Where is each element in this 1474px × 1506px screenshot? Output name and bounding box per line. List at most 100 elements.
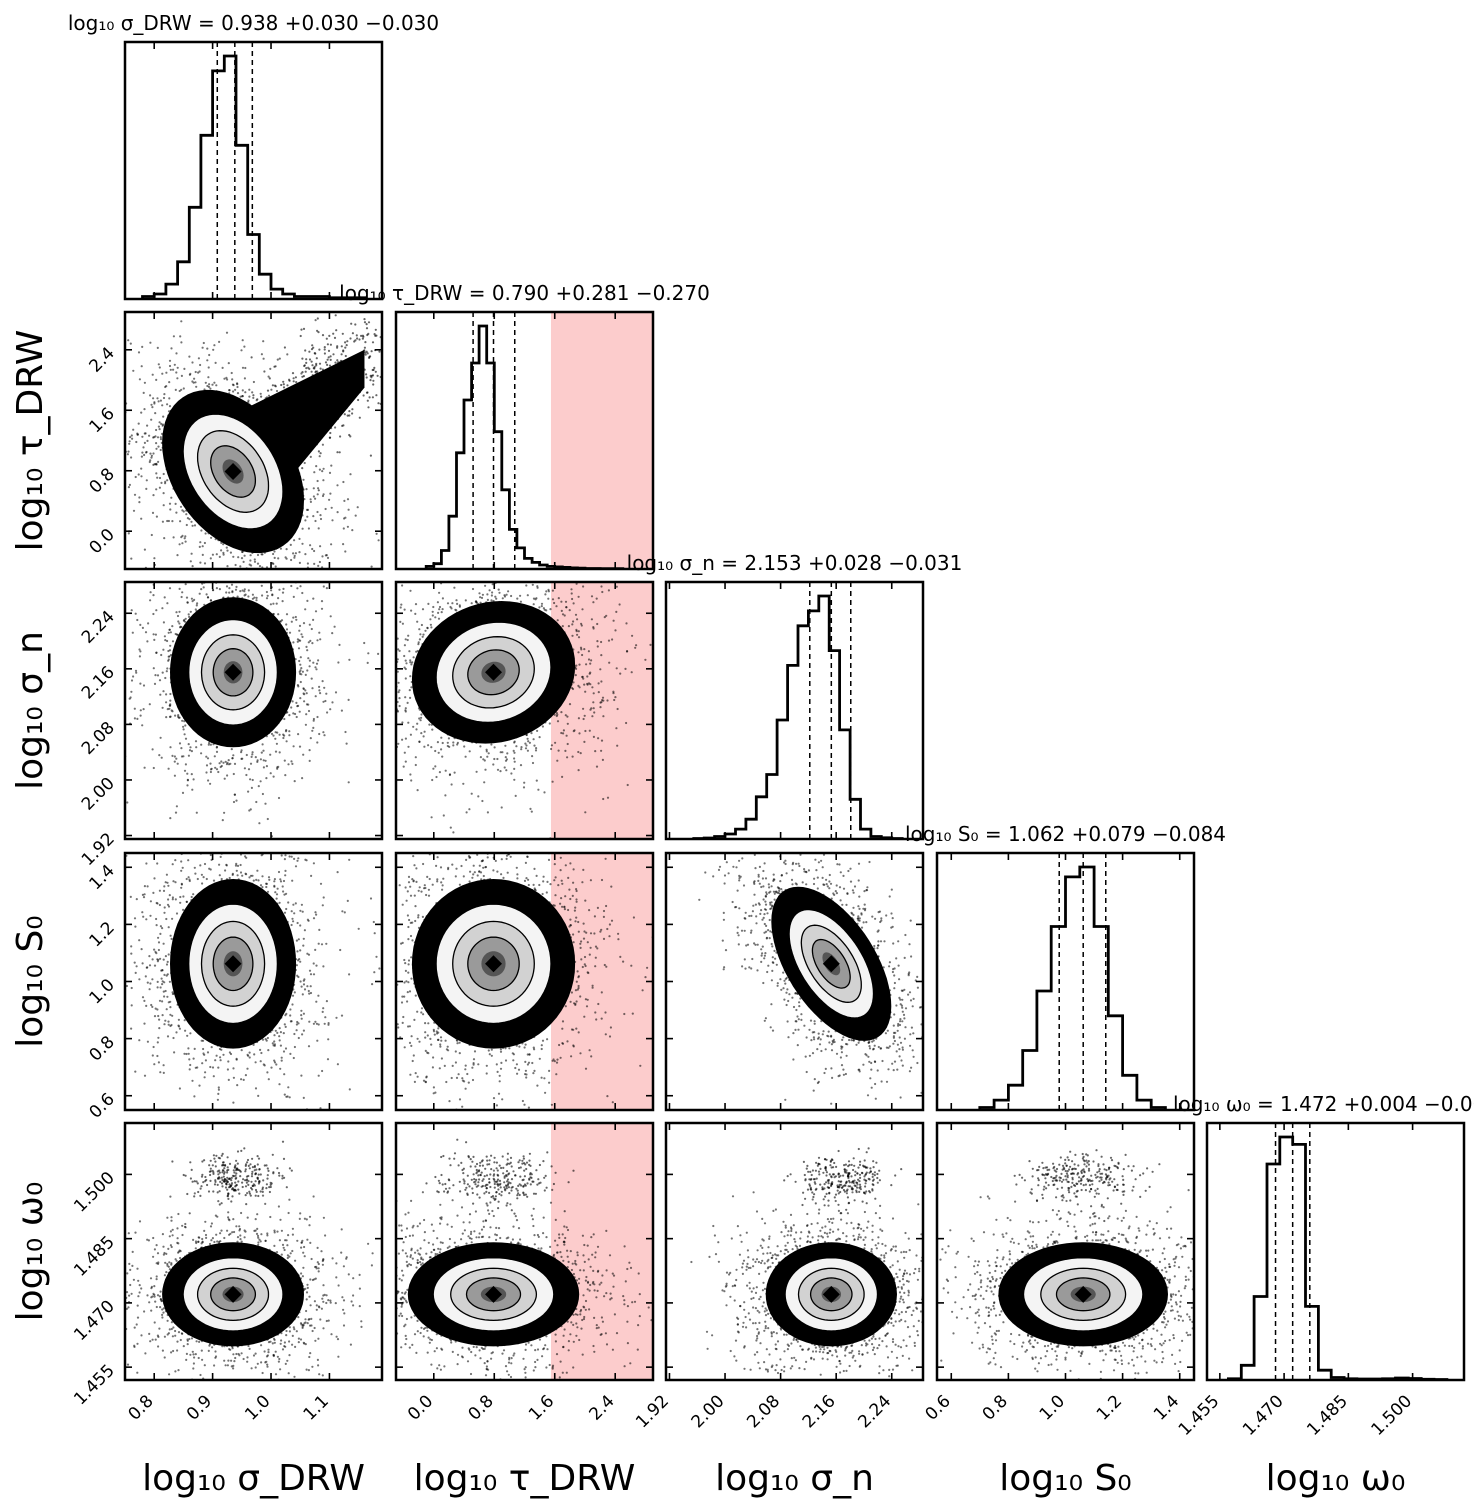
sample-point	[243, 590, 246, 593]
sample-point	[151, 562, 153, 564]
sample-point	[159, 448, 162, 452]
sample-point	[200, 588, 203, 591]
sample-point	[206, 384, 209, 388]
sample-point	[577, 595, 580, 598]
sample-point	[201, 545, 204, 548]
sample-point	[161, 607, 164, 610]
sample-point	[258, 578, 260, 580]
sample-point	[589, 662, 592, 665]
sample-point	[597, 691, 600, 694]
sample-point	[435, 775, 438, 779]
sample-point	[152, 667, 155, 670]
sample-point	[314, 695, 317, 698]
sample-point	[251, 576, 253, 578]
sample-point	[251, 391, 254, 394]
sample-point	[527, 740, 530, 743]
sample-point	[389, 603, 391, 605]
sample-point	[221, 819, 224, 822]
sample-point	[272, 602, 275, 605]
sample-point	[345, 344, 348, 347]
sample-point	[198, 589, 200, 591]
sample-point	[210, 767, 213, 770]
sample-point	[409, 661, 412, 664]
sample-point	[157, 460, 160, 463]
sample-point	[351, 332, 354, 335]
sample-point	[290, 584, 293, 588]
sample-point	[249, 808, 252, 811]
sample-point	[481, 799, 484, 803]
sample-point	[156, 397, 159, 400]
sample-point	[191, 565, 194, 568]
sample-point	[126, 801, 129, 804]
sample-point	[300, 659, 302, 661]
sample-point	[217, 770, 220, 774]
sample-point	[127, 339, 130, 342]
sample-point	[167, 519, 170, 523]
sample-point	[191, 361, 194, 364]
sample-point	[313, 367, 316, 370]
sample-point	[290, 706, 293, 709]
sample-point	[403, 666, 406, 669]
sample-point	[322, 700, 325, 703]
sample-point	[142, 708, 145, 711]
sample-point	[311, 547, 314, 551]
sample-point	[115, 371, 117, 373]
sample-point	[294, 376, 297, 379]
sample-point	[278, 733, 281, 736]
sample-point	[376, 657, 378, 659]
sample-point	[215, 553, 218, 556]
sample-point	[142, 578, 144, 580]
sample-point	[346, 525, 349, 528]
sample-point	[196, 602, 199, 605]
sample-point	[599, 706, 602, 709]
sample-point	[180, 388, 183, 391]
sample-point	[304, 673, 307, 677]
sample-point	[176, 614, 180, 618]
sample-point	[496, 768, 500, 771]
sample-point	[231, 757, 234, 760]
sample-point	[239, 395, 242, 398]
sample-point	[341, 332, 344, 335]
sample-point	[520, 746, 523, 749]
sample-point	[464, 599, 467, 602]
sample-point	[310, 677, 313, 680]
sample-point	[143, 381, 146, 384]
sample-point	[285, 623, 288, 626]
sample-point	[155, 609, 158, 612]
sample-point	[140, 517, 143, 520]
sample-point	[178, 622, 181, 625]
sample-point	[130, 434, 133, 437]
sample-point	[141, 451, 144, 454]
sample-point	[359, 746, 361, 748]
sample-point	[418, 717, 421, 720]
sample-point	[343, 413, 346, 416]
sample-point	[297, 733, 300, 736]
sample-point	[181, 791, 185, 795]
sample-point	[172, 335, 175, 338]
sample-point	[312, 618, 315, 622]
sample-point	[280, 383, 283, 387]
sample-point	[259, 558, 261, 560]
sample-point	[257, 785, 260, 788]
sample-point	[216, 576, 218, 578]
sample-point	[189, 560, 192, 563]
sample-point	[293, 780, 296, 783]
sample-point	[171, 754, 174, 758]
sample-point	[510, 772, 513, 775]
sample-point	[168, 405, 172, 408]
sample-point	[319, 452, 322, 455]
sample-point	[108, 465, 110, 467]
sample-point	[414, 603, 418, 606]
sample-point	[313, 471, 316, 474]
sample-point	[177, 620, 180, 623]
sample-point	[316, 741, 319, 744]
sample-point	[479, 745, 482, 748]
sample-point	[174, 632, 177, 636]
sample-point	[137, 473, 140, 476]
sample-point	[162, 690, 165, 693]
sample-point	[306, 599, 309, 603]
sample-point	[588, 729, 591, 732]
sample-point	[178, 389, 181, 393]
sample-point	[333, 336, 337, 339]
sample-point	[321, 443, 324, 446]
